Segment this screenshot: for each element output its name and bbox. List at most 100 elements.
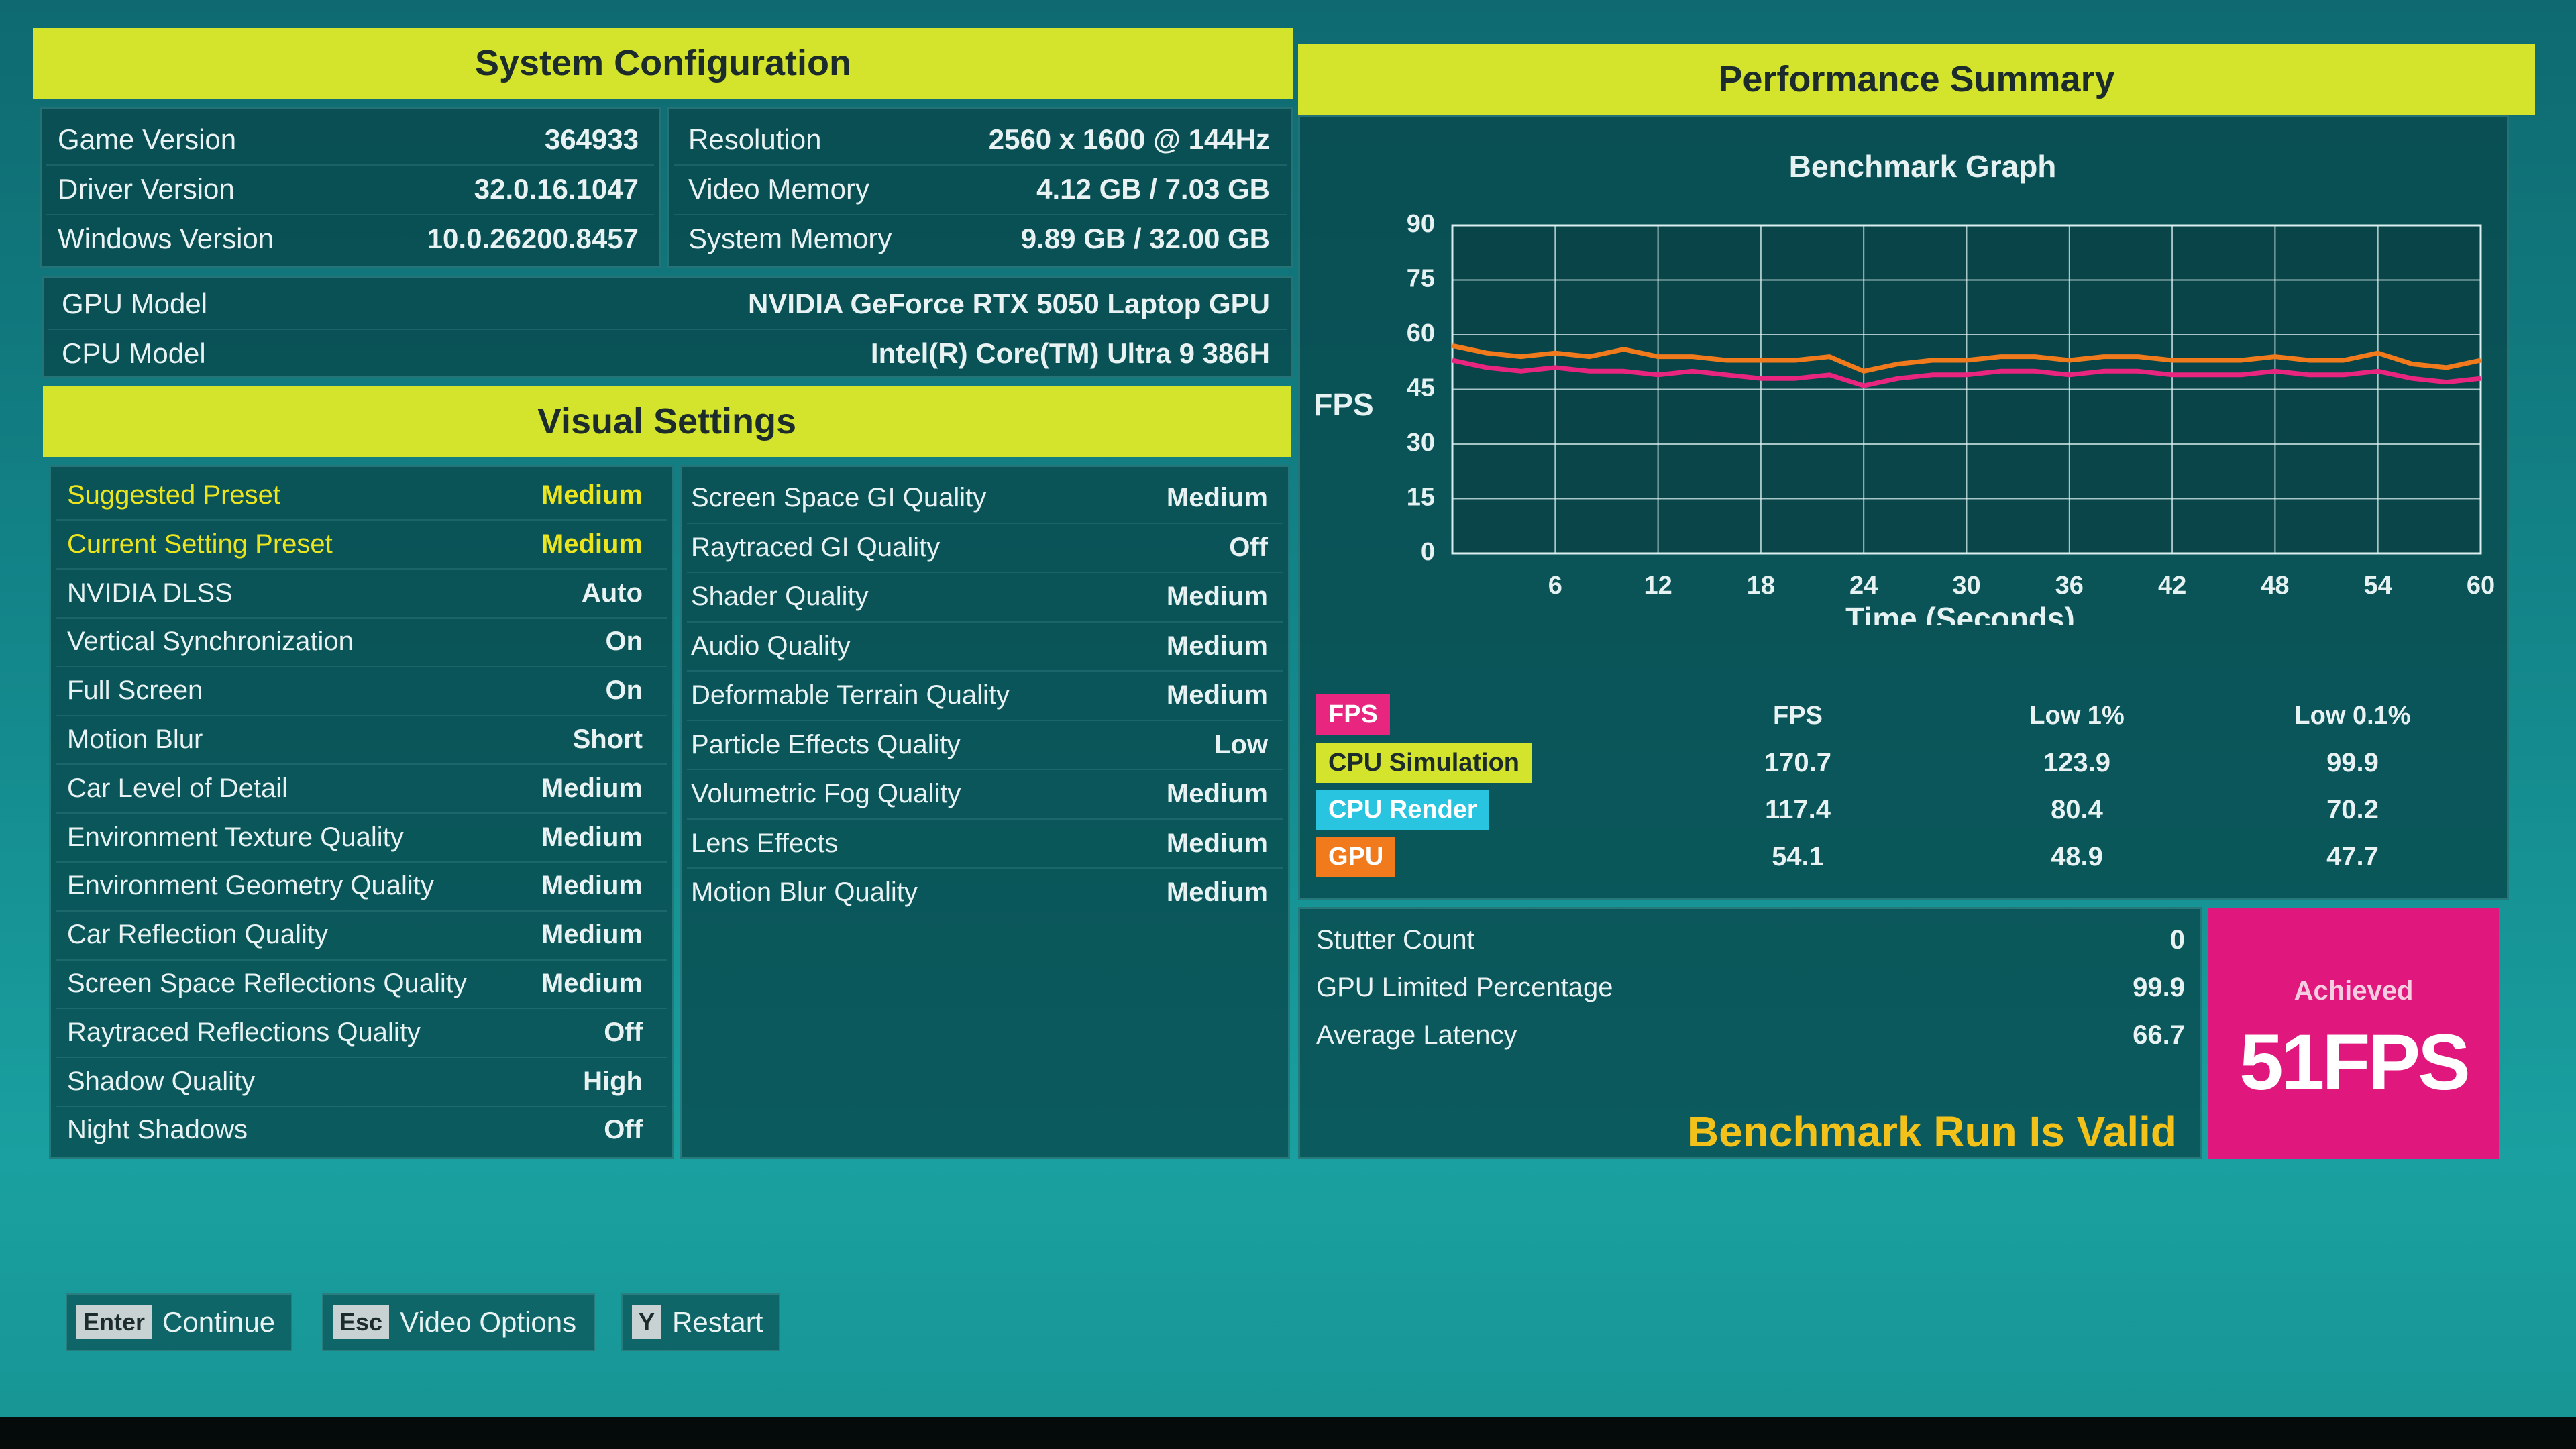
row-divider <box>56 910 667 912</box>
column-header: FPS <box>1773 702 1823 731</box>
row-divider <box>56 1057 667 1059</box>
setting-label: Shader Quality <box>691 582 869 611</box>
achieved-fps: 51FPS <box>2208 1016 2499 1110</box>
metric-label: Average Latency <box>1316 1020 1517 1050</box>
button[interactable]: Y Restart <box>621 1293 780 1351</box>
setting-value: On <box>605 627 643 657</box>
series-line <box>1452 358 2481 388</box>
x-tick-label: 54 <box>2364 572 2392 600</box>
y-tick-label: 30 <box>1407 429 1435 457</box>
setting-value: Intel(R) Core(TM) Ultra 9 386H <box>870 337 1270 369</box>
button[interactable]: Enter Continue <box>66 1293 292 1351</box>
row-divider <box>56 1106 667 1107</box>
panel <box>49 465 674 1159</box>
x-tick-label: 12 <box>1644 572 1672 600</box>
stat-value: 48.9 <box>2051 842 2103 871</box>
row-divider <box>687 522 1283 524</box>
setting-label: Environment Geometry Quality <box>67 871 434 901</box>
stat-value: 54.1 <box>1772 842 1824 871</box>
panel <box>1298 907 2202 1159</box>
row-divider <box>46 214 654 215</box>
stat-value: 170.7 <box>1764 748 1832 777</box>
setting-label: Car Reflection Quality <box>67 920 329 950</box>
setting-value: Off <box>604 1017 643 1047</box>
stat-value: 47.7 <box>2326 842 2379 871</box>
stat-value: 70.2 <box>2326 795 2379 824</box>
series-line <box>1452 343 2481 374</box>
setting-value: Off <box>1229 532 1268 562</box>
stat-value: 80.4 <box>2051 795 2103 824</box>
section-header: Performance Summary <box>1298 44 2535 115</box>
setting-label: Screen Space GI Quality <box>691 483 987 513</box>
setting-label: Motion Blur Quality <box>691 877 918 907</box>
metric-value: 99.9 <box>2133 973 2185 1002</box>
row-divider <box>674 164 1287 166</box>
setting-value: Off <box>604 1115 643 1145</box>
y-tick-label: 60 <box>1407 319 1435 347</box>
setting-value: 364933 <box>544 123 639 155</box>
key-hint: Enter <box>76 1305 152 1339</box>
button[interactable]: Esc Video Options <box>322 1293 595 1351</box>
setting-label: Windows Version <box>58 222 274 254</box>
x-tick-label: 24 <box>1849 572 1878 600</box>
metric-value: 66.7 <box>2133 1020 2185 1050</box>
achieved-value: 51 <box>2239 1018 2324 1107</box>
stat-value: 117.4 <box>1765 795 1831 824</box>
setting-label: Particle Effects Quality <box>691 729 961 759</box>
setting-value: Medium <box>1166 631 1268 661</box>
setting-label: Raytraced Reflections Quality <box>67 1017 421 1047</box>
validity-status: Benchmark Run Is Valid <box>1687 1108 2177 1157</box>
y-tick-label: 75 <box>1407 265 1435 293</box>
setting-label: Environment Texture Quality <box>67 822 404 852</box>
row-divider <box>56 617 667 619</box>
row-divider <box>687 572 1283 574</box>
benchmark-graph: Benchmark Graph FPS Time (Seconds) 0 15 30 45 6… <box>1313 149 2495 625</box>
setting-value: Medium <box>1166 779 1268 808</box>
row-divider <box>56 665 667 667</box>
section-header: System Configuration <box>33 28 1293 99</box>
key-hint: Y <box>632 1305 662 1339</box>
row-divider <box>56 763 667 765</box>
setting-label: Audio Quality <box>691 631 851 661</box>
x-tick-label: 60 <box>2467 572 2495 600</box>
setting-value: Medium <box>1166 828 1268 858</box>
row-divider <box>687 867 1283 869</box>
column-header: Low 0.1% <box>2294 702 2411 731</box>
setting-value: Medium <box>541 920 643 950</box>
row-divider <box>48 329 1287 330</box>
setting-value: Medium <box>1166 877 1268 907</box>
setting-value: 10.0.26200.8457 <box>427 222 639 254</box>
setting-label: GPU Model <box>62 287 208 319</box>
setting-label: CPU Model <box>62 337 206 369</box>
legend-tag: CPU Render <box>1316 790 1489 830</box>
setting-label: Game Version <box>58 123 237 155</box>
key-hint: Esc <box>333 1305 390 1339</box>
setting-label: Raytraced GI Quality <box>691 532 941 562</box>
row-divider <box>56 959 667 961</box>
setting-value: Medium <box>1166 582 1268 611</box>
button-label: Continue <box>162 1306 276 1338</box>
setting-value: 2560 x 1600 @ 144Hz <box>988 123 1270 155</box>
row-divider <box>56 714 667 716</box>
chart-title: Benchmark Graph <box>1789 149 2057 184</box>
setting-label: Motion Blur <box>67 724 203 754</box>
row-divider <box>56 1008 667 1010</box>
achieved-panel: Achieved 51FPS <box>2208 908 2499 1159</box>
setting-label: System Memory <box>688 222 892 254</box>
setting-label: Screen Space Reflections Quality <box>67 969 467 998</box>
setting-value: NVIDIA GeForce RTX 5050 Laptop GPU <box>748 287 1270 319</box>
setting-label: Lens Effects <box>691 828 839 858</box>
button-label: Restart <box>672 1306 763 1338</box>
setting-value: Auto <box>581 578 643 608</box>
setting-label: NVIDIA DLSS <box>67 578 233 608</box>
legend-tag: CPU Simulation <box>1316 743 1532 783</box>
panel <box>40 107 661 268</box>
metric-label: GPU Limited Percentage <box>1316 973 1613 1002</box>
y-tick-label: 45 <box>1407 374 1435 402</box>
y-tick-label: 90 <box>1407 210 1435 238</box>
row-divider <box>56 812 667 814</box>
row-divider <box>687 769 1283 771</box>
section-header: Visual Settings <box>43 386 1291 457</box>
setting-label: Video Memory <box>688 172 870 205</box>
